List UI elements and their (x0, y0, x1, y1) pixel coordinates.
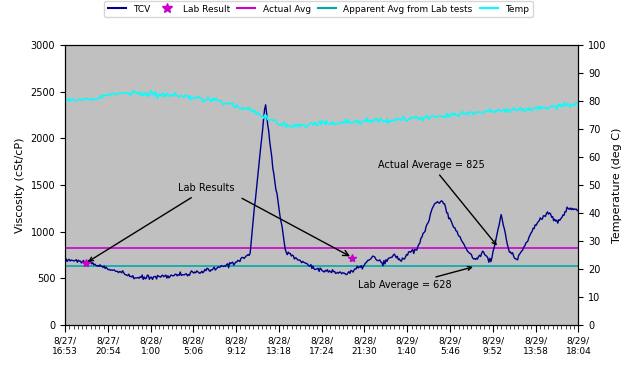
TCV (148, 277, 156, 282)
TCV (262, 102, 269, 107)
Temp (287, 126, 295, 130)
Temp (307, 121, 315, 125)
Line: Lab Result: Lab Result (82, 253, 357, 267)
Temp (369, 118, 376, 122)
Y-axis label: Temperature (deg C): Temperature (deg C) (612, 127, 622, 243)
Temp (564, 102, 572, 106)
Lab Result (82, 261, 89, 266)
TCV (564, 206, 572, 211)
TCV (307, 262, 315, 267)
TCV (310, 267, 318, 271)
Temp (148, 88, 155, 93)
TCV (484, 256, 492, 260)
Temp (575, 101, 582, 105)
TCV (575, 209, 582, 213)
Temp (310, 123, 318, 128)
Text: Lab Average = 628: Lab Average = 628 (357, 266, 471, 290)
Y-axis label: Viscosity (cSt/cP): Viscosity (cSt/cP) (15, 137, 25, 233)
Lab Result (348, 255, 356, 260)
Text: Lab Results: Lab Results (89, 183, 234, 261)
Temp (484, 109, 492, 113)
Line: Temp: Temp (65, 91, 578, 128)
TCV (61, 256, 69, 260)
Temp (61, 97, 69, 101)
Legend: TCV, Lab Result, Actual Avg, Apparent Avg from Lab tests, Temp: TCV, Lab Result, Actual Avg, Apparent Av… (104, 1, 533, 17)
Temp (341, 120, 348, 125)
TCV (369, 254, 376, 258)
TCV (341, 271, 348, 276)
Text: Actual Average = 825: Actual Average = 825 (378, 160, 496, 244)
Line: TCV: TCV (65, 105, 578, 279)
